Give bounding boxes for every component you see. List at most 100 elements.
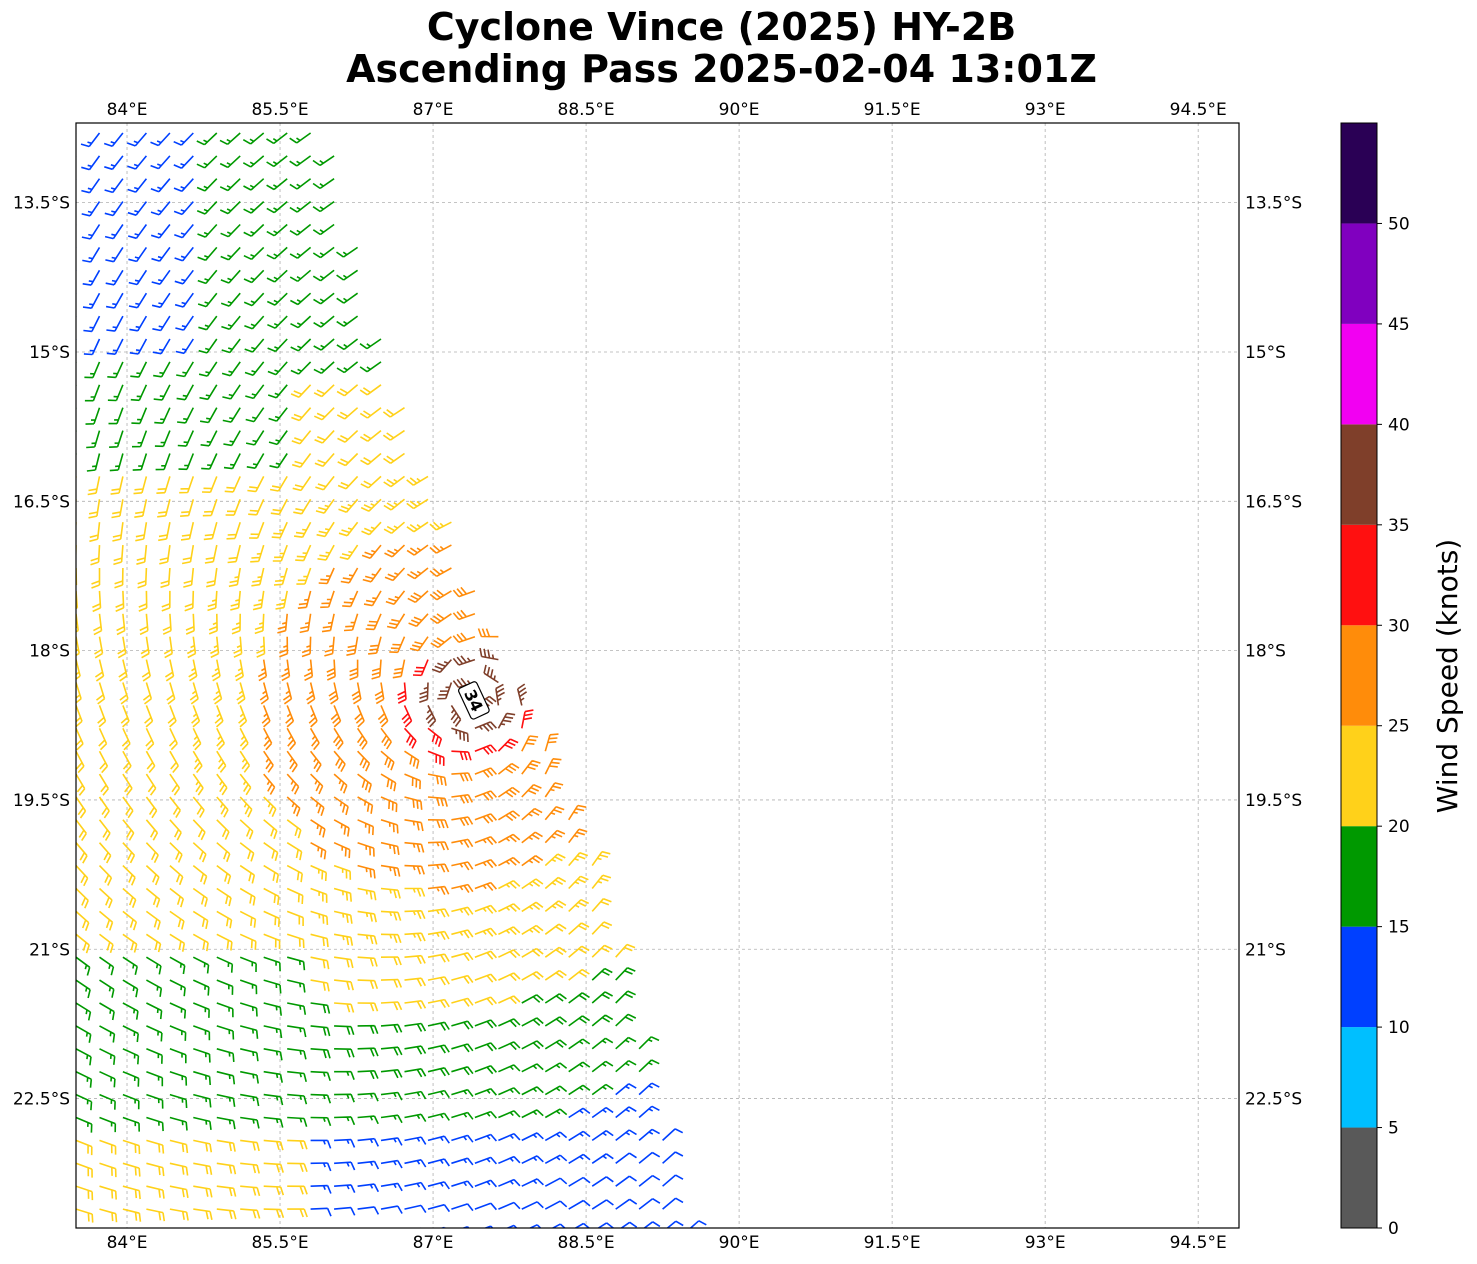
wind-barb — [139, 613, 149, 636]
wind-barb — [334, 1138, 356, 1148]
wind-barb — [310, 956, 330, 970]
colorbar: 0 5 10 15 20 25 30 35 40 45 50 — [1340, 122, 1410, 1239]
wind-barb — [404, 1045, 427, 1055]
wind-barb — [521, 831, 543, 844]
wind-barb — [240, 1139, 260, 1152]
wind-barb — [146, 1162, 165, 1177]
wind-barb — [333, 887, 352, 902]
wind-barb — [76, 178, 77, 181]
lon-tick-label-top: 87°E — [413, 100, 454, 120]
wind-barb — [119, 682, 129, 705]
wind-barb — [333, 841, 351, 859]
wind-barb — [404, 1181, 427, 1191]
colorbar-bin — [1341, 625, 1377, 726]
wind-barb — [638, 1082, 660, 1096]
wind-barb — [407, 590, 429, 604]
wind-barb — [263, 1185, 285, 1196]
wind-barb — [419, 682, 429, 704]
wind-barb — [474, 996, 498, 1006]
wind-barb — [358, 1230, 379, 1238]
wind-barb — [151, 269, 171, 285]
wind-barb — [185, 613, 195, 635]
wind-barb — [310, 1139, 332, 1149]
wind-barb — [497, 712, 516, 729]
wind-barb — [122, 773, 133, 796]
wind-barb — [240, 1070, 259, 1084]
wind-barb — [362, 567, 382, 583]
wind-barb — [334, 1070, 355, 1080]
wind-barb — [257, 659, 268, 682]
wind-barb — [243, 223, 265, 237]
wind-barb — [262, 727, 273, 751]
wind-barb — [363, 590, 382, 607]
wind-barb — [615, 1198, 638, 1210]
wind-barb — [377, 705, 389, 728]
colorbar-bin — [1341, 123, 1377, 224]
wind-barb — [474, 790, 498, 801]
wind-barb — [193, 1048, 211, 1063]
wind-barb — [498, 1018, 521, 1028]
wind-barb — [357, 773, 372, 793]
wind-barb — [591, 1037, 614, 1050]
wind-barb — [154, 407, 171, 424]
wind-barb — [82, 269, 101, 286]
wind-barb — [380, 910, 402, 921]
wind-barb — [474, 721, 497, 732]
wind-barb — [521, 924, 544, 935]
lat-tick-label-left: 22.5°S — [13, 1090, 70, 1110]
wind-barb — [615, 943, 636, 958]
colorbar-bin — [1341, 223, 1377, 324]
wind-barb — [193, 1093, 212, 1108]
wind-barb — [425, 705, 437, 728]
wind-barb — [662, 1197, 684, 1210]
wind-barb — [192, 933, 209, 952]
wind-barb — [269, 475, 288, 492]
wind-barb — [497, 738, 519, 752]
wind-barb — [336, 407, 359, 420]
wind-barb — [392, 659, 406, 679]
wind-barb — [230, 590, 241, 611]
lat-tick-label-left: 19.5°S — [13, 791, 70, 811]
wind-barb — [474, 813, 498, 824]
wind-barb — [404, 887, 426, 897]
wind-barb — [184, 590, 195, 612]
wind-barb — [334, 1002, 355, 1013]
wind-barb — [240, 1162, 260, 1174]
wind-barb — [146, 1185, 165, 1199]
wind-barb — [145, 750, 156, 774]
wind-barb — [544, 1131, 568, 1142]
wind-barb — [474, 858, 498, 869]
lat-tick-label-left: 13.5°S — [13, 194, 70, 214]
wind-barb — [146, 1002, 163, 1020]
wind-barb — [76, 247, 77, 250]
wind-barb — [173, 178, 194, 193]
wind-barb — [451, 883, 474, 894]
wind-barb — [108, 407, 124, 425]
wind-barb — [199, 384, 218, 401]
wind-barb — [98, 796, 110, 819]
wind-barb — [122, 865, 136, 886]
wind-barb — [270, 498, 288, 516]
wind-barb — [261, 705, 271, 728]
wind-barb — [357, 1183, 380, 1193]
wind-barb — [227, 544, 241, 564]
wind-barb — [154, 430, 171, 448]
wind-barb — [174, 246, 194, 262]
wind-barb — [289, 155, 312, 167]
wind-barb — [256, 636, 266, 658]
wind-barb — [76, 1116, 93, 1133]
wind-barb — [427, 1089, 450, 1099]
wind-barb — [157, 499, 171, 518]
wind-barb — [122, 979, 139, 998]
wind-barb — [498, 879, 521, 890]
wind-barb — [313, 292, 335, 305]
wind-barb — [293, 521, 312, 538]
wind-barb — [188, 659, 198, 682]
wind-barb — [83, 315, 101, 333]
wind-barb — [254, 613, 265, 635]
wind-barb — [239, 796, 253, 818]
colorbar-tick-label: 50 — [1388, 214, 1410, 234]
lat-tick-label-right: 16.5°S — [1245, 492, 1302, 512]
wind-barb — [309, 750, 322, 773]
wind-barb — [544, 1200, 568, 1210]
